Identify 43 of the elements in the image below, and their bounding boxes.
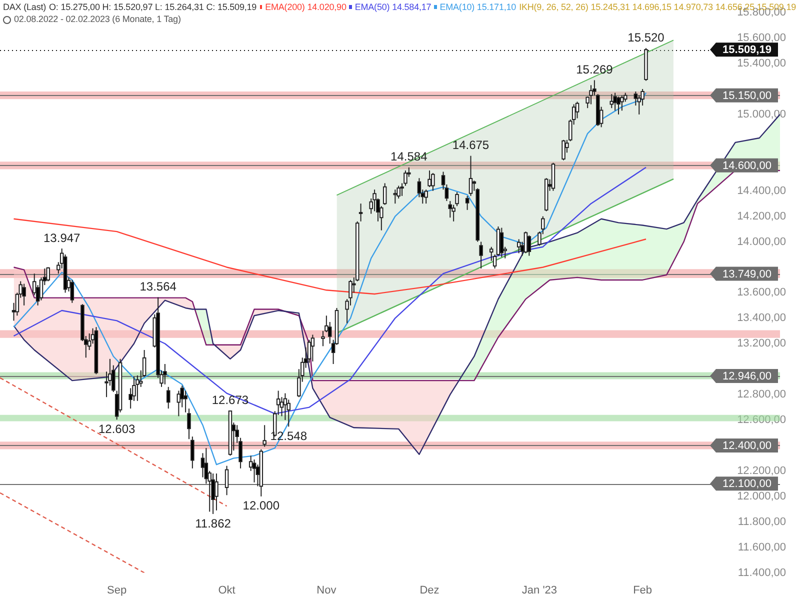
x-tick-label: Feb <box>633 584 652 596</box>
annotation: 15.520 <box>628 30 665 44</box>
ref-line-label: 12.100,00 <box>722 478 772 490</box>
ref-line-label: 12.946,00 <box>722 370 772 382</box>
y-tick-label: 15.600,00 <box>737 32 786 44</box>
x-tick-label: Nov <box>316 584 337 596</box>
y-tick-label: 11.400,00 <box>738 566 786 579</box>
y-tick-label: 15.000,00 <box>737 108 786 120</box>
annotation: 12.603 <box>98 422 136 436</box>
y-tick-label: 12.800,00 <box>737 388 786 401</box>
x-tick-label: Dez <box>420 584 440 596</box>
annotation: 15.269 <box>576 62 614 77</box>
y-tick-label: 15.400,00 <box>737 58 786 70</box>
y-tick-label: 11.800,00 <box>738 516 786 528</box>
y-tick-label: 14.000,00 <box>737 236 786 248</box>
legend-label: EMA(50) 14.584,17 <box>354 1 432 13</box>
ref-line-label: 15.509,19 <box>722 44 772 56</box>
y-tick-label: 13.400,00 <box>737 312 786 324</box>
annotation: 02.08.2022 - 02.02.2023 (6 Monate, 1 Tag) <box>14 14 181 24</box>
ref-line-label: 14.600,00 <box>722 160 772 172</box>
annotation: 12.000 <box>242 498 280 513</box>
ref-line-label: 13.749,00 <box>722 268 772 280</box>
annotation: 13.947 <box>44 230 81 245</box>
chart-title: DAX (Last) <box>3 1 46 13</box>
y-tick-label: 14.200,00 <box>737 210 786 222</box>
y-tick-label: 14.400,00 <box>737 184 786 197</box>
legend-label: EMA(200) 14.020,90 <box>265 1 346 13</box>
chart-subtitle: O: 15.275,00 H: 15.520,97 L: 15.264,31 C: 15.509,19 <box>49 1 257 13</box>
annotation: 12.673 <box>212 393 249 408</box>
y-tick-label: 12.200,00 <box>737 464 786 477</box>
x-tick-label: Jan '23 <box>522 584 558 596</box>
x-tick-label: Okt <box>218 584 236 596</box>
x-tick-label: Sep <box>107 584 127 596</box>
ref-line-label: 12.400,00 <box>722 440 772 452</box>
y-tick-label: 13.200,00 <box>737 338 786 350</box>
annotation: 13.564 <box>140 280 177 294</box>
annotation: 14.675 <box>452 138 490 152</box>
y-tick-label: 11.600,00 <box>738 541 786 554</box>
y-tick-label: 12.000,00 <box>737 490 786 502</box>
y-tick-label: 13.600,00 <box>737 286 786 299</box>
legend-label: EMA(10) 15.171,10 <box>440 1 516 13</box>
ref-line-label: 15.150,00 <box>722 90 772 102</box>
annotation: 11.862 <box>195 516 232 530</box>
